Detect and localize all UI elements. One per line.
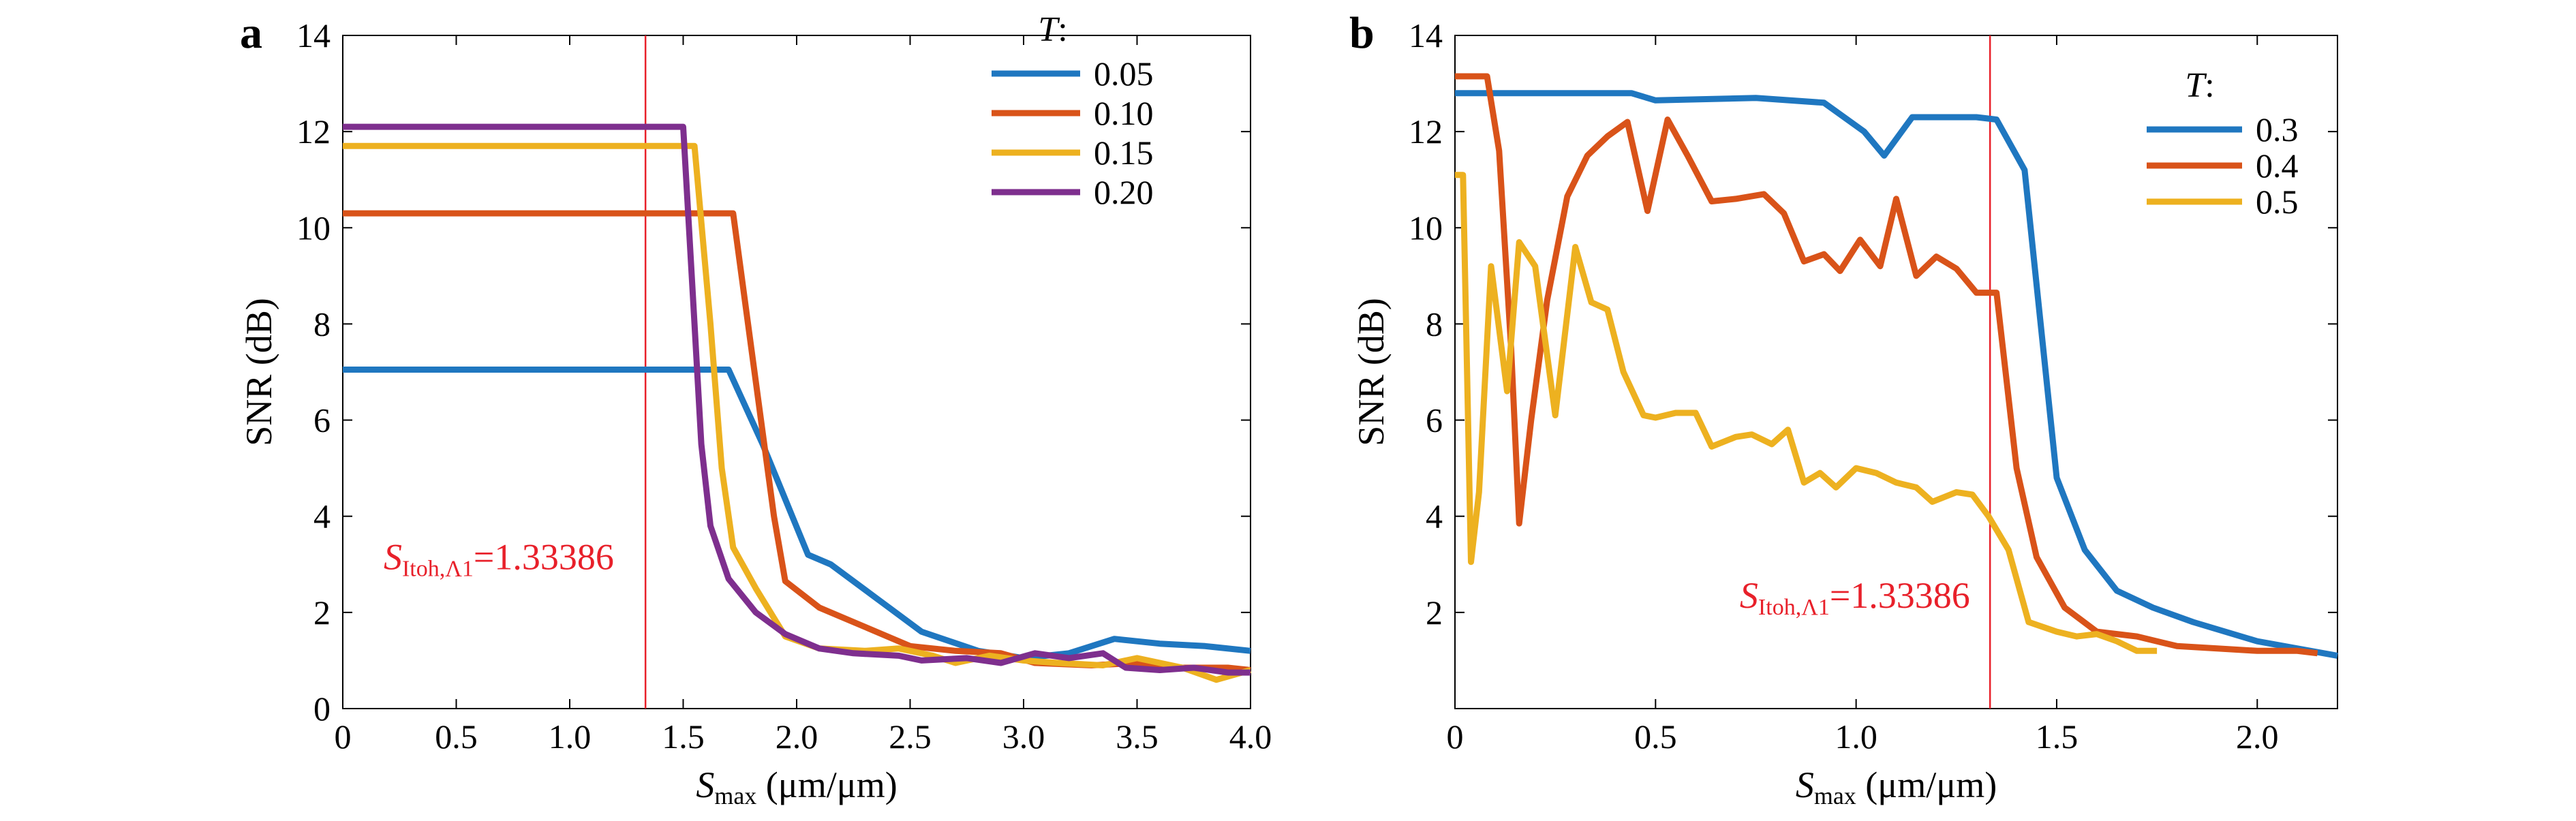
series-line-0-3	[1455, 90, 2338, 659]
series-line-0-05	[343, 367, 1251, 662]
axes-frame	[1454, 35, 2338, 709]
legend-label: 0.05	[1094, 55, 1154, 93]
x-axis-label-unit: (μm/μm)	[756, 764, 897, 805]
chart-panel-a: a 0 0.5 1.0 1.5 2.0 2.5 3.0 3.5 4.0 0 2 4 6 8 10 12 14 SN…	[239, 8, 1272, 809]
annotation-subscript: Itoh,Λ1	[1758, 595, 1830, 620]
x-tick-label: 3.0	[1002, 717, 1045, 756]
x-tick-label: 1.5	[662, 717, 705, 756]
chart-panel-b: b 0 0.5 1.0 1.5 2.0 2 4 6 8 10 12 14 SNR (dB) Smax (μ…	[1349, 8, 2338, 809]
threshold-annotation: SItoh,Λ1=1.33386	[384, 536, 614, 581]
x-tick-label: 0	[335, 717, 352, 756]
panel-letter-a: a	[240, 8, 262, 58]
annotation-value: =1.33386	[474, 536, 614, 577]
y-tick-label: 8	[313, 305, 331, 343]
x-tick-label: 1.0	[549, 717, 592, 756]
plot-area-a: 0 0.5 1.0 1.5 2.0 2.5 3.0 3.5 4.0 0 2 4 6 8 10 12 14 SNR …	[239, 10, 1272, 809]
series-line-0-4	[1455, 73, 2318, 657]
y-tick-label: 4	[1426, 497, 1443, 536]
y-axis-label: SNR (dB)	[1351, 298, 1392, 446]
legend-label: 0.20	[1094, 173, 1154, 211]
y-tick-label: 6	[1426, 401, 1443, 439]
x-axis-label-symbol: S	[1796, 764, 1814, 805]
legend-title-symbol: T	[1038, 10, 1060, 49]
x-tick-label: 0.5	[1634, 717, 1677, 756]
x-tick-label: 1.0	[1835, 717, 1877, 756]
annotation-value: =1.33386	[1830, 575, 1970, 616]
x-tick-label: 2.0	[2236, 717, 2279, 756]
annotation-symbol: S	[384, 536, 402, 577]
legend-label: 0.4	[2256, 146, 2299, 185]
y-axis-label: SNR (dB)	[239, 298, 279, 446]
x-axis-label: Smax (μm/μm)	[1796, 764, 1997, 809]
series-line-0-20	[343, 123, 1251, 676]
x-tick-label: 2.5	[889, 717, 932, 756]
x-axis-label-unit: (μm/μm)	[1856, 764, 1997, 805]
x-tick-label: 0	[1447, 717, 1464, 756]
x-tick-label: 4.0	[1229, 717, 1272, 756]
x-tick-label: 1.5	[2036, 717, 2079, 756]
y-tick-label: 12	[1409, 112, 1443, 151]
y-tick-label: 12	[296, 112, 331, 151]
x-axis-label: Smax (μm/μm)	[696, 764, 897, 809]
legend-label: 0.10	[1094, 94, 1154, 132]
panel-letter-b: b	[1349, 8, 1375, 58]
legend-title-colon: :	[1058, 10, 1067, 49]
series-line-0-10	[343, 210, 1251, 673]
y-tick-label: 0	[313, 690, 331, 728]
legend-label: 0.5	[2256, 183, 2299, 221]
y-tick-label: 8	[1426, 305, 1443, 343]
x-axis-label-symbol: S	[696, 764, 714, 805]
legend-title: T:	[1038, 10, 1067, 49]
legend-title: T:	[2185, 66, 2214, 105]
x-tick-label: 3.5	[1116, 717, 1159, 756]
x-axis-label-subscript: max	[714, 782, 756, 809]
x-tick-label: 2.0	[776, 717, 818, 756]
y-tick-label: 14	[296, 16, 331, 55]
legend-label: 0.15	[1094, 134, 1154, 172]
annotation-symbol: S	[1740, 575, 1758, 616]
x-axis-label-subscript: max	[1814, 782, 1856, 809]
series-line-0-15	[343, 142, 1252, 683]
y-tick-label: 2	[1426, 593, 1443, 632]
y-tick-label: 2	[313, 593, 331, 632]
legend-label: 0.3	[2256, 110, 2299, 149]
y-tick-label: 10	[296, 208, 331, 247]
y-tick-label: 10	[1409, 208, 1443, 247]
legend-title-colon: :	[2205, 66, 2214, 105]
threshold-annotation: SItoh,Λ1=1.33386	[1740, 575, 1970, 620]
legend-title-symbol: T	[2185, 66, 2207, 105]
plot-area-b: 0 0.5 1.0 1.5 2.0 2 4 6 8 10 12 14 SNR (dB) Smax (μm/…	[1351, 16, 2338, 809]
y-tick-label: 4	[313, 497, 331, 536]
x-tick-label: 0.5	[435, 717, 478, 756]
y-tick-label: 6	[313, 401, 331, 439]
annotation-subscript: Itoh,Λ1	[402, 556, 474, 581]
y-tick-label: 14	[1409, 16, 1443, 55]
series-line-0-5	[1455, 172, 2158, 654]
